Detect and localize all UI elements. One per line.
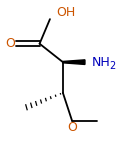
Polygon shape bbox=[63, 60, 85, 64]
Text: O: O bbox=[5, 37, 15, 50]
Text: 2: 2 bbox=[109, 61, 115, 71]
Text: OH: OH bbox=[56, 7, 75, 20]
Text: O: O bbox=[67, 121, 77, 134]
Text: NH: NH bbox=[91, 56, 110, 69]
